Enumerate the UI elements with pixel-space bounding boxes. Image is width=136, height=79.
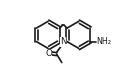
Text: O: O [45,49,52,58]
Text: NH₂: NH₂ [96,37,111,46]
Text: N: N [60,37,67,46]
